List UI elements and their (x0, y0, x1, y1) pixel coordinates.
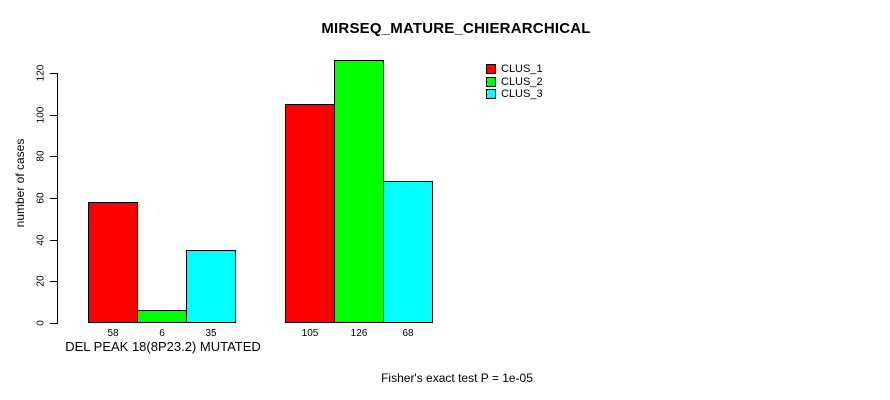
y-tick-label: 0 (35, 320, 47, 326)
y-tick (50, 240, 57, 241)
bar-value-label: 35 (205, 328, 217, 339)
y-axis-label: number of cases (13, 138, 27, 228)
bar-value-label: 105 (301, 328, 319, 339)
bar-value-label: 58 (107, 328, 119, 339)
y-tick (50, 198, 57, 199)
y-tick (50, 281, 57, 282)
group-axis-label: DEL PEAK 18(8P23.2) MUTATED (65, 339, 261, 354)
legend-swatch-clus_2 (486, 76, 496, 87)
legend-row-clus_1: CLUS_1 (486, 63, 543, 75)
y-tick-label: 20 (35, 275, 47, 287)
y-tick (50, 115, 57, 116)
bar-value-label: 126 (350, 328, 368, 339)
legend-swatch-clus_1 (486, 64, 496, 75)
legend-row-clus_2: CLUS_2 (486, 75, 543, 88)
fisher-test-caption: Fisher's exact test P = 1e-05 (381, 371, 533, 385)
y-tick-label: 60 (35, 192, 47, 204)
legend: CLUS_1 CLUS_2 CLUS_3 (486, 63, 543, 100)
bar-value-label: 68 (402, 328, 414, 339)
y-tick-label: 80 (35, 150, 47, 162)
legend-row-clus_3: CLUS_3 (486, 88, 543, 100)
bar-clus_1-group1 (88, 202, 138, 323)
y-tick-label: 100 (35, 106, 47, 124)
legend-swatch-clus_3 (486, 88, 496, 99)
y-tick-label: 120 (35, 64, 47, 82)
chart-title: MIRSEQ_MATURE_CHIERARCHICAL (321, 20, 591, 37)
bar-clus_2-group2 (334, 60, 384, 323)
y-tick (50, 323, 57, 324)
y-tick (50, 156, 57, 157)
bar-clus_3-group1 (186, 250, 236, 323)
bar-clus_3-group2 (383, 181, 433, 323)
y-tick (50, 73, 57, 74)
bar-clus_2-group1 (137, 310, 187, 323)
legend-label: CLUS_2 (501, 75, 543, 88)
legend-label: CLUS_3 (501, 87, 543, 100)
y-axis-line (57, 73, 58, 324)
bar-clus_1-group2 (285, 104, 335, 323)
bar-value-label: 6 (159, 328, 165, 339)
y-tick-label: 40 (35, 234, 47, 246)
legend-label: CLUS_1 (501, 63, 543, 76)
